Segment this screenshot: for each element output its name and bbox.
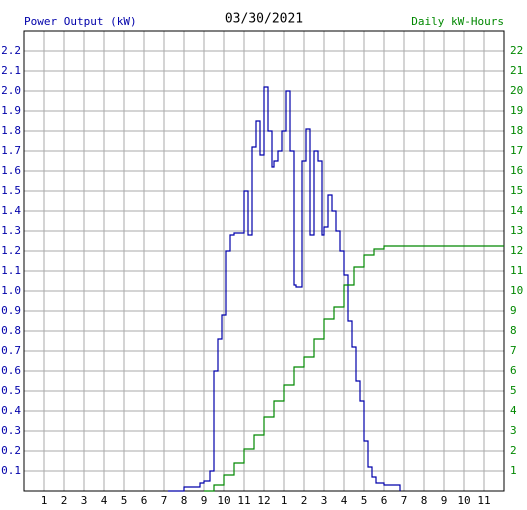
y2-axis-label: Daily kW-Hours bbox=[411, 15, 504, 28]
y-tick-label: 2.0 bbox=[1, 84, 21, 97]
y-tick-label: 0.7 bbox=[1, 344, 21, 357]
y-tick-label: 1.9 bbox=[1, 104, 21, 117]
y2-tick-label: 6 bbox=[510, 364, 517, 377]
y2-tick-label: 17 bbox=[510, 144, 523, 157]
y-tick-label: 1.5 bbox=[1, 184, 21, 197]
y2-tick-label: 22 bbox=[510, 44, 523, 57]
y2-tick-label: 7 bbox=[510, 344, 517, 357]
x-tick-label: 5 bbox=[361, 494, 368, 507]
x-tick-label: 10 bbox=[217, 494, 230, 507]
x-tick-label: 11 bbox=[237, 494, 250, 507]
y-tick-label: 1.7 bbox=[1, 144, 21, 157]
x-tick-label: 9 bbox=[441, 494, 448, 507]
chart-title: 03/30/2021 bbox=[225, 12, 303, 27]
x-tick-label: 6 bbox=[141, 494, 148, 507]
x-tick-label: 10 bbox=[457, 494, 470, 507]
data-line bbox=[204, 245, 504, 492]
y-axis-label: Power Output (kW) bbox=[24, 15, 137, 28]
x-tick-label: 4 bbox=[101, 494, 108, 507]
y-tick-label: 0.2 bbox=[1, 444, 21, 457]
y-tick-label: 0.1 bbox=[1, 464, 21, 477]
y-tick-label: 1.3 bbox=[1, 224, 21, 237]
y-tick-label: 1.1 bbox=[1, 264, 21, 277]
x-tick-label: 11 bbox=[477, 494, 490, 507]
y2-tick-label: 10 bbox=[510, 284, 523, 297]
x-tick-label: 1 bbox=[281, 494, 288, 507]
y2-tick-label: 2 bbox=[510, 444, 517, 457]
x-tick-label: 7 bbox=[401, 494, 408, 507]
x-tick-label: 9 bbox=[201, 494, 208, 507]
x-tick-label: 1 bbox=[41, 494, 48, 507]
y2-tick-label: 11 bbox=[510, 264, 523, 277]
y2-tick-label: 12 bbox=[510, 244, 523, 257]
y-tick-label: 1.8 bbox=[1, 124, 21, 137]
y2-tick-label: 1 bbox=[510, 464, 517, 477]
y-tick-label: 1.0 bbox=[1, 284, 21, 297]
y2-tick-label: 19 bbox=[510, 104, 523, 117]
y-tick-label: 2.2 bbox=[1, 44, 21, 57]
y2-tick-label: 5 bbox=[510, 384, 517, 397]
y2-tick-label: 18 bbox=[510, 124, 523, 137]
y-tick-label: 0.4 bbox=[1, 404, 21, 417]
y2-tick-label: 15 bbox=[510, 184, 523, 197]
plot-frame bbox=[23, 30, 505, 492]
y2-tick-label: 4 bbox=[510, 404, 517, 417]
x-tick-label: 8 bbox=[181, 494, 188, 507]
y2-tick-label: 9 bbox=[510, 304, 517, 317]
x-tick-label: 3 bbox=[321, 494, 328, 507]
x-tick-label: 3 bbox=[81, 494, 88, 507]
y-tick-label: 1.6 bbox=[1, 164, 21, 177]
y-tick-label: 0.3 bbox=[1, 424, 21, 437]
y-tick-label: 2.1 bbox=[1, 64, 21, 77]
x-tick-label: 2 bbox=[301, 494, 308, 507]
y-tick-label: 0.5 bbox=[1, 384, 21, 397]
x-tick-label: 2 bbox=[61, 494, 68, 507]
y-tick-label: 0.6 bbox=[1, 364, 21, 377]
x-tick-label: 8 bbox=[421, 494, 428, 507]
y-tick-label: 1.4 bbox=[1, 204, 21, 217]
y2-tick-label: 14 bbox=[510, 204, 524, 217]
x-tick-label: 6 bbox=[381, 494, 388, 507]
y-tick-label: 0.8 bbox=[1, 324, 21, 337]
x-tick-label: 5 bbox=[121, 494, 128, 507]
x-tick-label: 7 bbox=[161, 494, 168, 507]
y2-tick-label: 3 bbox=[510, 424, 517, 437]
y2-tick-label: 8 bbox=[510, 324, 517, 337]
y2-tick-label: 21 bbox=[510, 64, 523, 77]
y-tick-label: 0.9 bbox=[1, 304, 21, 317]
y2-tick-label: 16 bbox=[510, 164, 523, 177]
y-tick-label: 1.2 bbox=[1, 244, 21, 257]
x-tick-label: 4 bbox=[341, 494, 348, 507]
y2-tick-label: 13 bbox=[510, 224, 523, 237]
x-tick-label: 12 bbox=[257, 494, 270, 507]
data-line bbox=[168, 86, 401, 492]
y2-tick-label: 20 bbox=[510, 84, 523, 97]
